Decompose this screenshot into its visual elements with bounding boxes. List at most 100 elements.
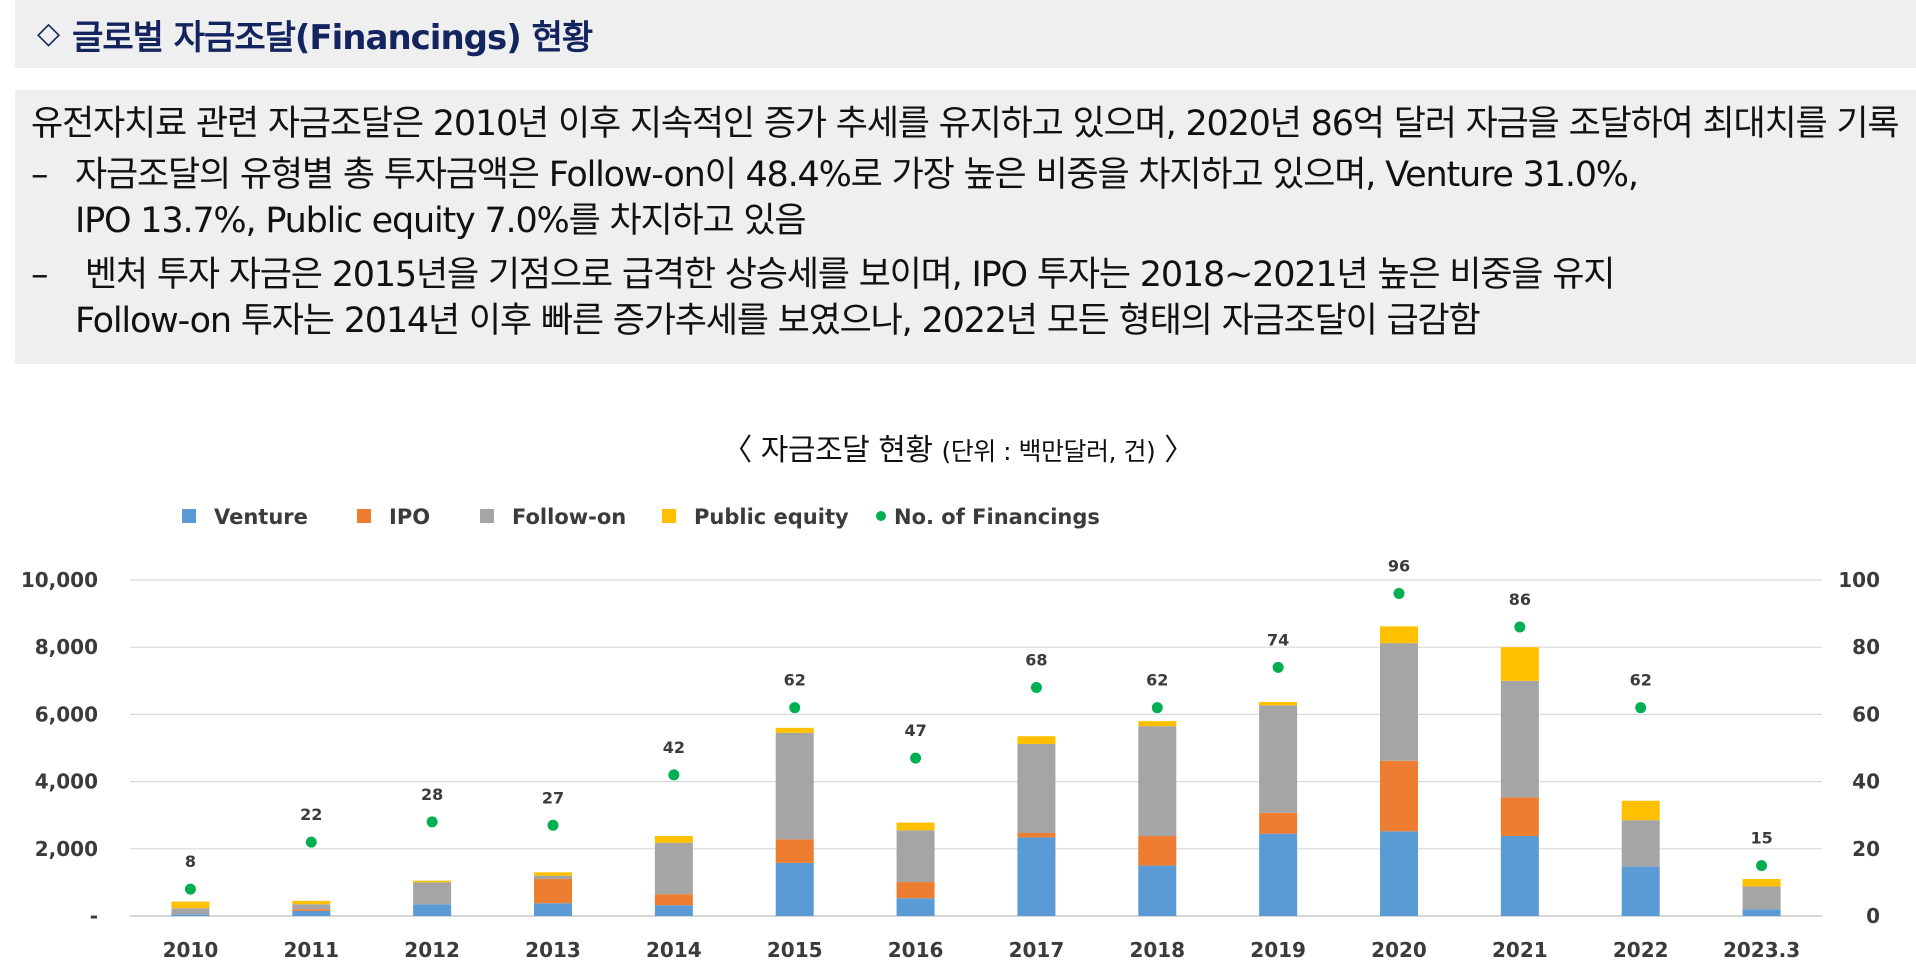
legend-label: IPO — [389, 505, 430, 529]
y-left-tick-label: 6,000 — [35, 702, 98, 726]
bullet-2-line-2: Follow-on 투자는 2014년 이후 빠른 증가추세를 보였으나, 20… — [75, 301, 1481, 341]
financing-count-point — [305, 836, 317, 848]
bar-segment-public-equity — [171, 901, 210, 909]
bar-segment-venture — [1017, 837, 1056, 916]
bullet-dash: – — [31, 155, 49, 195]
bar-segment-venture — [413, 904, 452, 916]
bar-segment-follow-on — [171, 908, 210, 915]
legend-label: Public equity — [694, 505, 849, 529]
financing-count-point — [910, 752, 922, 764]
bar-segment-public-equity — [292, 900, 331, 905]
financing-count-label: 28 — [421, 785, 443, 804]
bar-segment-venture — [1742, 909, 1781, 916]
financing-count-point — [1151, 702, 1163, 714]
y-right-tick-label: 100 — [1838, 568, 1880, 592]
bar-segment-follow-on — [1259, 705, 1298, 813]
bar-segment-public-equity — [1742, 879, 1781, 887]
bullet-dash: – — [31, 255, 49, 295]
bar-segment-ipo — [1138, 836, 1177, 866]
financing-count-label: 86 — [1509, 590, 1531, 609]
financing-count-label: 27 — [542, 788, 564, 807]
y-right-tick-label: 20 — [1852, 837, 1880, 861]
financing-count-label: 47 — [904, 721, 926, 740]
bar-segment-venture — [1500, 836, 1539, 916]
x-category-label: 2019 — [1250, 938, 1306, 962]
legend-label: Venture — [214, 505, 308, 529]
chart-title: 〈 자금조달 현황 (단위 : 백만달러, 건) 〉 — [0, 425, 1916, 469]
x-category-label: 2021 — [1492, 938, 1548, 962]
bar-segment-follow-on — [654, 842, 693, 895]
bar-segment-follow-on — [1017, 743, 1056, 834]
x-category-label: 2022 — [1613, 938, 1669, 962]
financing-count-point — [547, 819, 559, 831]
bullet-1-line-1: 자금조달의 유형별 총 투자금액은 Follow-on이 48.4%로 가장 높… — [75, 155, 1639, 195]
x-category-label: 2010 — [163, 938, 219, 962]
bar-segment-follow-on — [775, 732, 814, 840]
bar-segment-follow-on — [292, 904, 331, 910]
bar-segment-venture — [775, 862, 814, 916]
legend-swatch — [876, 511, 886, 521]
bar-segment-public-equity — [896, 822, 935, 831]
bar-segment-ipo — [1259, 812, 1298, 834]
x-category-label: 2020 — [1371, 938, 1427, 962]
bar-segment-follow-on — [1138, 726, 1177, 837]
bar-segment-venture — [1621, 866, 1660, 916]
financing-count-point — [426, 816, 438, 828]
bullet-2-line-1: 벤처 투자 자금은 2015년을 기점으로 급격한 상승세를 보이며, IPO … — [75, 255, 1615, 295]
financing-count-label: 42 — [663, 738, 685, 757]
bar-segment-public-equity — [775, 727, 814, 733]
financing-count-point — [789, 702, 801, 714]
financing-count-point — [1272, 661, 1284, 673]
financing-count-label: 22 — [300, 805, 322, 824]
chart-title-unit: (단위 : 백만달러, 건) — [941, 437, 1156, 466]
x-category-label: 2018 — [1129, 938, 1185, 962]
x-category-label: 2017 — [1009, 938, 1065, 962]
bar-segment-ipo — [654, 894, 693, 906]
financing-count-label: 68 — [1025, 651, 1047, 670]
x-category-label: 2012 — [404, 938, 460, 962]
bar-segment-public-equity — [413, 880, 452, 883]
bar-segment-public-equity — [1380, 626, 1418, 644]
y-right-tick-label: 60 — [1852, 702, 1880, 726]
financing-count-point — [1635, 702, 1647, 714]
bar-segment-venture — [1380, 831, 1418, 916]
chart-title-close-bracket: 〉 — [1164, 433, 1194, 468]
bar-segment-follow-on — [534, 875, 572, 880]
financing-count-label: 8 — [185, 852, 196, 871]
bar-segment-public-equity — [1259, 701, 1298, 706]
summary-bullet-2: – 벤처 투자 자금은 2015년을 기점으로 급격한 상승세를 보이며, IP… — [31, 252, 1916, 344]
summary-bullet-1: – 자금조달의 유형별 총 투자금액은 Follow-on이 48.4%로 가장… — [31, 152, 1916, 244]
y-left-tick-label: - — [90, 904, 98, 928]
financing-count-point — [1393, 587, 1405, 599]
x-category-label: 2013 — [525, 938, 581, 962]
y-left-tick-label: 4,000 — [35, 770, 98, 794]
y-right-tick-label: 80 — [1852, 635, 1880, 659]
bar-segment-venture — [171, 914, 210, 916]
bar-segment-ipo — [775, 839, 814, 863]
section-title: 글로벌 자금조달(Financings) 현황 — [72, 17, 593, 58]
bar-segment-follow-on — [1621, 820, 1660, 867]
bar-segment-ipo — [1500, 797, 1539, 837]
financing-count-label: 74 — [1267, 630, 1289, 649]
legend-swatch — [182, 509, 196, 523]
bar-segment-ipo — [896, 882, 935, 899]
financing-count-label: 62 — [1630, 671, 1652, 690]
bar-segment-public-equity — [1621, 800, 1660, 821]
bar-segment-public-equity — [1500, 647, 1539, 681]
bar-segment-public-equity — [534, 872, 572, 876]
financing-count-label: 15 — [1750, 829, 1772, 848]
bullet-1-line-2: IPO 13.7%, Public equity 7.0%를 차지하고 있음 — [75, 201, 807, 241]
bar-segment-venture — [1138, 865, 1177, 916]
x-category-label: 2023.3 — [1723, 938, 1800, 962]
legend-swatch — [357, 509, 371, 523]
financing-count-label: 62 — [784, 671, 806, 690]
summary-headline: 유전자치료 관련 자금조달은 2010년 이후 지속적인 증가 추세를 유지하고… — [31, 104, 1900, 144]
x-category-label: 2011 — [283, 938, 339, 962]
financing-count-point — [1756, 860, 1768, 872]
x-category-label: 2015 — [767, 938, 823, 962]
legend-swatch — [662, 509, 676, 523]
bar-segment-follow-on — [413, 882, 452, 905]
y-left-tick-label: 8,000 — [35, 635, 98, 659]
bar-segment-ipo — [1017, 833, 1056, 838]
